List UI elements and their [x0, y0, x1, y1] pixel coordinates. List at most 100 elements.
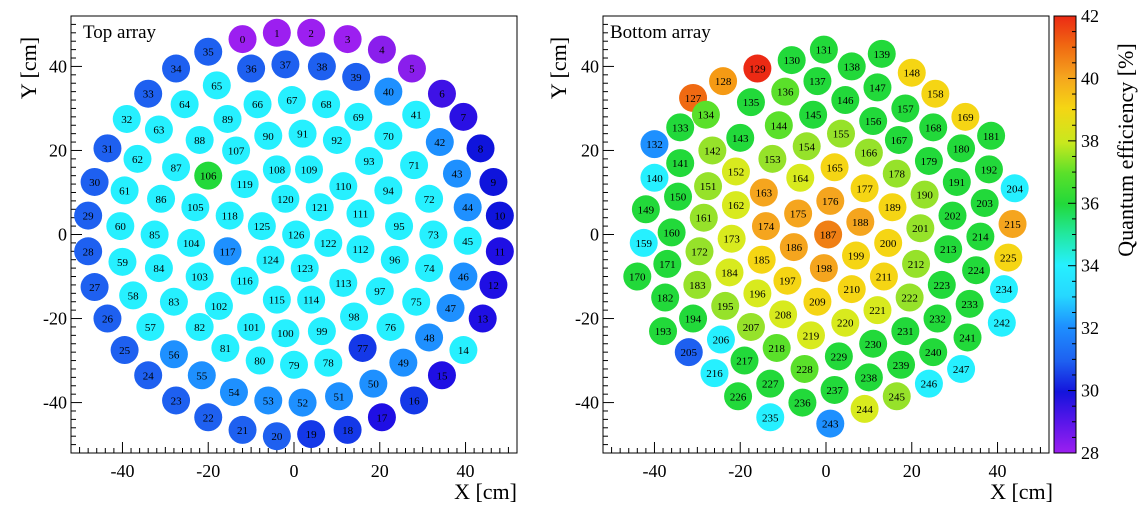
- pmt-marker: [786, 163, 815, 192]
- pmt-19: 19: [297, 420, 326, 449]
- pmt-label: 183: [689, 280, 706, 292]
- pmt-marker: [333, 415, 362, 444]
- pmt-label: 26: [102, 314, 114, 326]
- pmt-label: 29: [83, 211, 95, 223]
- pmt-172: 172: [685, 237, 714, 266]
- pmt-185: 185: [747, 245, 776, 274]
- pmt-label: 37: [280, 59, 292, 71]
- pmt-marker: [938, 201, 967, 230]
- pmt-marker: [934, 235, 963, 264]
- pmt-46: 46: [449, 262, 478, 291]
- pmt-marker: [415, 323, 444, 352]
- pmt-marker: [162, 386, 191, 415]
- pmt-label: 222: [901, 293, 918, 305]
- pmt-218: 218: [762, 333, 791, 362]
- pmt-label: 113: [335, 278, 352, 290]
- pmt-31: 31: [93, 134, 122, 163]
- pmt-marker: [140, 220, 169, 249]
- pmt-marker: [177, 228, 206, 257]
- pmt-marker: [987, 308, 1016, 337]
- pmt-8: 8: [466, 134, 495, 163]
- pmt-marker: [262, 18, 291, 47]
- pmt-marker: [219, 378, 248, 407]
- x-tick-label: 0: [290, 461, 299, 481]
- pmt-189: 189: [878, 193, 907, 222]
- pmt-markers: 01 23456789101112131415161718192021222324…: [74, 18, 514, 451]
- pmt-79: 79: [280, 350, 308, 379]
- pmt-marker: [715, 258, 744, 287]
- pmt-213: 213: [934, 235, 963, 264]
- pmt-label: 4: [379, 45, 385, 57]
- pmt-label: 65: [211, 80, 223, 92]
- pmt-77: 77: [348, 333, 377, 362]
- pmt-92: 92: [322, 125, 351, 154]
- pmt-188: 188: [846, 207, 875, 236]
- pmt-label: 213: [940, 244, 957, 256]
- pmt-marker: [854, 363, 883, 392]
- pmt-marker: [340, 302, 369, 331]
- pmt-label: 142: [704, 145, 721, 157]
- pmt-label: 17: [376, 412, 388, 424]
- pmt-50: 50: [359, 369, 388, 398]
- pmt-label: 243: [822, 419, 839, 431]
- pmt-label: 81: [220, 343, 231, 355]
- pmt-119: 119: [230, 170, 259, 199]
- x-axis-label: X [cm]: [454, 479, 517, 504]
- pmt-label: 8: [478, 143, 484, 155]
- pmt-marker: [479, 270, 508, 299]
- pmt-85: 85: [140, 220, 169, 249]
- pmt-67: 67: [277, 86, 306, 115]
- pmt-label: 194: [685, 314, 702, 326]
- pmt-64: 64: [170, 90, 199, 119]
- pmt-147: 147: [863, 73, 892, 102]
- pmt-marker: [779, 233, 808, 262]
- pmt-marker: [878, 193, 907, 222]
- colorbar-tick-label: 42: [1081, 6, 1099, 26]
- pmt-marker: [162, 54, 191, 83]
- pmt-157: 157: [891, 94, 920, 123]
- pmt-84: 84: [144, 254, 173, 283]
- pmt-label: 218: [768, 343, 785, 355]
- x-tick-label: 0: [822, 461, 831, 481]
- pmt-marker: [796, 321, 825, 350]
- pmt-244: 244: [850, 394, 879, 423]
- pmt-marker: [906, 214, 935, 243]
- pmt-marker: [436, 294, 465, 323]
- pmt-marker: [773, 266, 802, 295]
- pmt-marker: [376, 312, 405, 341]
- pmt-236: 236: [788, 388, 817, 417]
- pmt-marker: [803, 67, 832, 96]
- pmt-80: 80: [245, 346, 274, 375]
- pmt-label: 247: [953, 364, 970, 376]
- pmt-marker: [74, 237, 103, 266]
- pmt-label: 1: [274, 28, 280, 40]
- pmt-label: 9: [491, 177, 497, 189]
- pmt-label: 36: [246, 64, 258, 76]
- pmt-231: 231: [891, 317, 920, 346]
- pmt-marker: [914, 146, 943, 175]
- pmt-13: 13: [468, 304, 497, 333]
- pmt-marker: [640, 130, 669, 159]
- pmt-163: 163: [749, 178, 778, 207]
- pmt-label: 153: [764, 154, 781, 166]
- pmt-marker: [228, 415, 257, 444]
- pmt-marker: [288, 388, 317, 417]
- pmt-113: 113: [329, 268, 358, 297]
- pmt-166: 166: [854, 138, 883, 167]
- pmt-marker: [902, 249, 931, 278]
- pmt-marker: [869, 262, 898, 291]
- pmt-label: 86: [156, 194, 168, 206]
- pmt-187: 187: [814, 220, 843, 249]
- colorbar-ticks: 28 30 32 34 36 38 40 42: [1068, 6, 1099, 463]
- pmt-label: 90: [263, 131, 275, 143]
- pmt-label: 56: [168, 349, 180, 361]
- pmt-132: 132: [640, 130, 669, 159]
- x-tick-label: 20: [903, 461, 921, 481]
- pmt-label: 129: [749, 64, 766, 76]
- pmt-label: 140: [646, 173, 663, 185]
- pmt-label: 91: [297, 129, 308, 141]
- pmt-193: 193: [649, 317, 678, 346]
- pmt-45: 45: [453, 226, 482, 255]
- pmt-149: 149: [631, 195, 660, 224]
- colorbar-label: Quantum efficiency [%]: [1113, 43, 1138, 256]
